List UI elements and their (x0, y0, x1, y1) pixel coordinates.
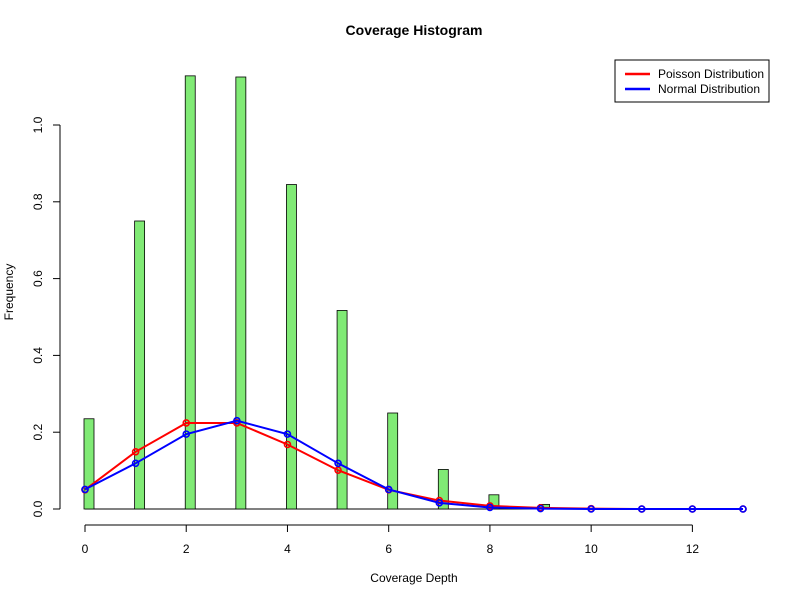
bar-7 (437, 469, 449, 510)
series-1-point-0 (81, 485, 89, 494)
legend-entry-normal: Normal Distribution (658, 82, 760, 96)
x-axis: 0 2 4 6 8 10 12 (82, 524, 700, 556)
y-tick-label-4: 0.8 (31, 193, 45, 210)
y-tick-label-3: 0.6 (31, 270, 45, 287)
series-0-point-5 (334, 466, 342, 475)
x-tick-label-4: 4 (284, 542, 291, 556)
bars-layer (83, 75, 743, 510)
bar-2 (184, 75, 196, 510)
series-0-point-1 (131, 447, 140, 456)
series-line-1 (84, 419, 743, 510)
bar-4 (286, 184, 297, 510)
legend-entry-poisson: Poisson Distribution (658, 67, 764, 81)
bar-6 (387, 412, 399, 510)
y-tick-label-5: 1.0 (31, 116, 45, 133)
y-tick-label-1: 0.2 (31, 424, 45, 441)
series-0-point-2 (182, 419, 191, 427)
x-tick-label-12: 12 (686, 542, 700, 556)
series-1-point-13 (739, 505, 747, 513)
x-tick-label-10: 10 (584, 542, 598, 556)
series-1-point-8 (486, 503, 494, 512)
series-0-point-4 (283, 440, 292, 449)
series-1-point-5 (334, 459, 342, 468)
bar-3 (235, 76, 247, 510)
bar-1 (134, 220, 146, 510)
series-1-point-11 (637, 505, 646, 513)
series-1-point-12 (688, 505, 697, 513)
y-axis: 0.0 0.2 0.4 0.6 0.8 1.0 (31, 116, 61, 517)
y-axis-label: Frequency (2, 264, 16, 321)
bar-8 (488, 494, 500, 510)
series-1-point-10 (587, 505, 595, 513)
x-tick-label-8: 8 (487, 542, 494, 556)
legend: Poisson Distribution Normal Distribution (614, 59, 770, 103)
series-1-point-9 (536, 504, 545, 513)
chart-title: Coverage Histogram (346, 22, 483, 38)
x-tick-label-2: 2 (183, 542, 190, 556)
series-1-point-7 (435, 499, 444, 507)
series-1-point-2 (182, 430, 191, 438)
series-1-point-1 (131, 459, 140, 468)
bar-0 (83, 418, 95, 510)
series-1-point-6 (384, 485, 393, 494)
lines-layer (81, 416, 747, 513)
x-tick-label-6: 6 (385, 542, 392, 556)
bar-5 (336, 310, 348, 510)
y-tick-label-0: 0.0 (31, 500, 45, 517)
series-1-point-4 (283, 430, 292, 438)
x-axis-label: Coverage Depth (370, 571, 457, 585)
y-tick-label-2: 0.4 (31, 347, 45, 364)
legend-box (614, 59, 770, 103)
series-1-point-3 (233, 416, 241, 425)
x-tick-label-0: 0 (82, 542, 89, 556)
